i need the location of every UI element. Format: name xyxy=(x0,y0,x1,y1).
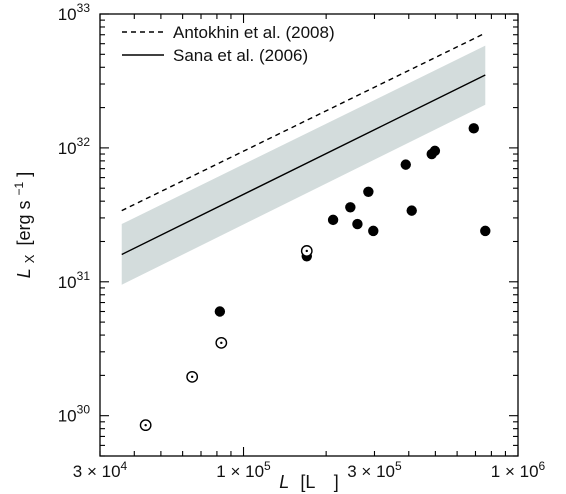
y-axis-title: L X [erg s −1 ] xyxy=(7,172,38,278)
data-point-filled xyxy=(345,202,356,213)
axis-ticks xyxy=(99,13,519,457)
sana-line xyxy=(121,74,486,256)
legend: Antokhin et al. (2008) Sana et al. (2006… xyxy=(122,23,335,65)
x-tick-label: 1 × 106 xyxy=(491,459,546,481)
open-circle-dot xyxy=(220,341,223,345)
data-point-filled xyxy=(400,159,411,170)
data-point-filled xyxy=(214,306,226,317)
data-point-filled xyxy=(480,225,491,237)
y-tick-base: 10 xyxy=(58,5,77,24)
y-tick-exponent: 30 xyxy=(77,403,91,417)
x-tick-exponent: 4 xyxy=(121,459,128,473)
y-tick-label: 1031 xyxy=(58,269,91,292)
x-tick-exponent: 6 xyxy=(539,459,546,473)
y-tick-base: 10 xyxy=(58,273,77,292)
data-point-filled xyxy=(468,123,479,134)
data-points xyxy=(139,123,491,432)
x-axis-symbol: L xyxy=(279,472,289,492)
x-tick-mantissa: 3 × 10 xyxy=(73,462,121,481)
data-point-filled xyxy=(429,145,441,157)
model-lines xyxy=(121,32,486,256)
x-tick-label: 3 × 105 xyxy=(347,459,402,481)
y-tick-label: 1030 xyxy=(58,403,91,426)
x-axis-title: L [L ] xyxy=(279,472,338,492)
plot-frame xyxy=(99,13,519,457)
antokhin-line xyxy=(121,32,486,212)
y-axis-symbol: L xyxy=(14,268,34,278)
y-tick-label: 1032 xyxy=(58,135,91,158)
x-tick-label: 3 × 104 xyxy=(73,459,128,481)
y-tick-label: 1033 xyxy=(58,1,91,24)
data-point-open xyxy=(186,370,199,383)
data-point-filled xyxy=(406,205,417,216)
data-point-open xyxy=(300,245,313,257)
x-tick-mantissa: 1 × 10 xyxy=(491,462,539,481)
legend-label-antokhin: Antokhin et al. (2008) xyxy=(173,23,335,42)
x-tick-mantissa: 3 × 10 xyxy=(347,462,395,481)
tick-labels: 3 × 104 1 × 105 3 × 105 1 × 106103010311032… xyxy=(58,1,546,481)
y-axis-unit-close: ] xyxy=(14,172,34,177)
y-axis-subscript: X xyxy=(22,254,37,263)
y-tick-exponent: 32 xyxy=(77,135,91,149)
y-tick-base: 10 xyxy=(58,407,77,426)
open-circle-dot xyxy=(144,423,147,427)
open-circle-dot xyxy=(305,249,308,253)
y-axis-unit: [erg s xyxy=(14,200,34,245)
data-point-filled xyxy=(327,214,339,226)
y-tick-exponent: 31 xyxy=(77,269,91,283)
data-point-open xyxy=(215,336,228,349)
x-tick-exponent: 5 xyxy=(264,459,271,473)
data-point-filled xyxy=(363,186,374,198)
x-tick-mantissa: 1 × 10 xyxy=(216,462,264,481)
x-tick-label: 1 × 105 xyxy=(216,459,271,481)
y-axis-unit-exponent: −1 xyxy=(12,181,26,195)
x-axis-unit: [L xyxy=(300,472,315,492)
y-tick-exponent: 33 xyxy=(77,1,91,15)
x-tick-exponent: 5 xyxy=(395,459,402,473)
y-tick-base: 10 xyxy=(58,139,77,158)
data-point-filled xyxy=(352,218,363,230)
legend-label-sana: Sana et al. (2006) xyxy=(173,46,308,65)
open-circle-dot xyxy=(190,375,194,379)
data-point-open xyxy=(139,419,152,432)
data-point-filled xyxy=(368,225,379,237)
x-axis-unit-close: ] xyxy=(334,472,339,492)
